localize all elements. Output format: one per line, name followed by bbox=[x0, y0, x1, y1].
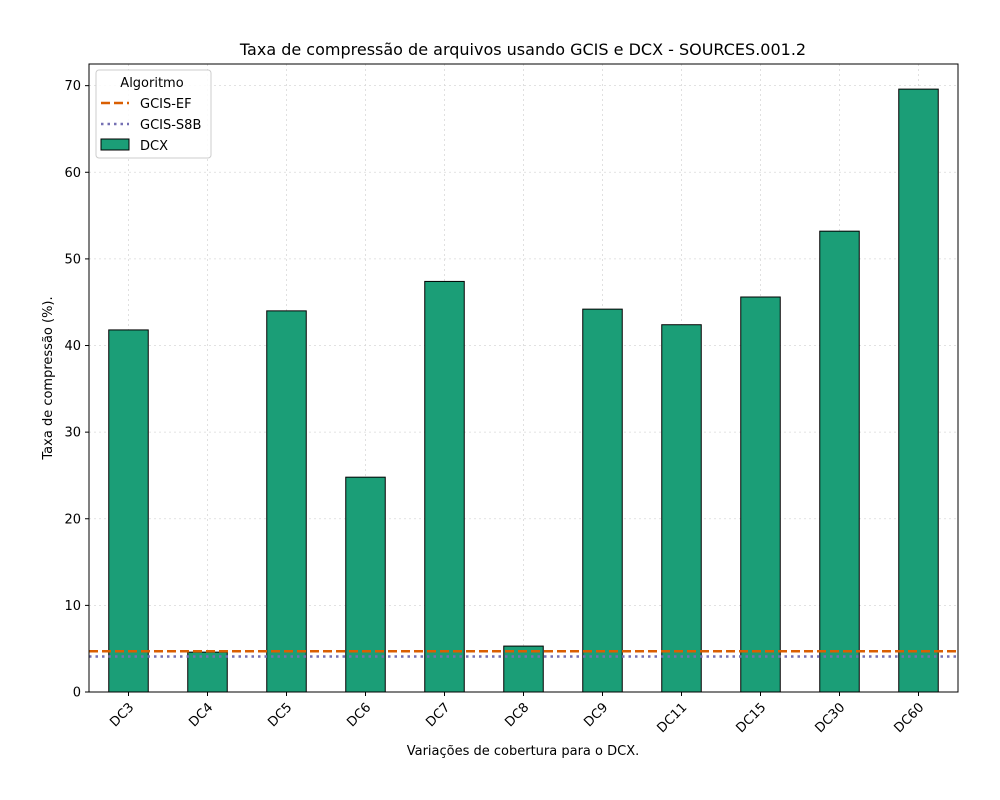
y-axis-label: Taxa de compressão (%). bbox=[41, 296, 56, 460]
y-tick-label: 40 bbox=[64, 339, 81, 354]
x-tick-label-dc4: DC4 bbox=[186, 700, 216, 730]
x-tick-label-dc9: DC9 bbox=[581, 700, 611, 730]
x-tick-label-dc8: DC8 bbox=[502, 700, 532, 730]
legend-title: Algoritmo bbox=[120, 76, 183, 91]
y-axis: 0 10 20 30 40 50 60 70 bbox=[64, 79, 89, 701]
reference-lines-layer bbox=[89, 650, 958, 658]
y-tick-label: 60 bbox=[64, 166, 81, 181]
bar-dc9 bbox=[582, 308, 623, 693]
y-tick-label: 0 bbox=[73, 686, 81, 701]
x-tick-label-dc30: DC30 bbox=[813, 700, 849, 736]
y-tick-label: 70 bbox=[64, 79, 81, 94]
legend: Algoritmo GCIS-EF GCIS-S8B DCX bbox=[95, 69, 212, 159]
y-tick-label: 10 bbox=[64, 599, 81, 614]
x-tick-label-dc3: DC3 bbox=[107, 700, 137, 730]
x-tick-label-dc7: DC7 bbox=[423, 700, 453, 730]
x-tick-label-dc6: DC6 bbox=[344, 700, 374, 730]
bar-dc6 bbox=[345, 476, 386, 693]
bar-dc4 bbox=[187, 651, 228, 693]
bar-dc15 bbox=[740, 296, 781, 693]
legend-label-gcis-ef: GCIS-EF bbox=[140, 97, 192, 112]
bar-dc3 bbox=[108, 329, 149, 693]
x-axis-label: Variações de cobertura para o DCX. bbox=[407, 744, 640, 759]
y-tick-label: 50 bbox=[64, 252, 81, 267]
x-tick-label-dc60: DC60 bbox=[892, 700, 928, 736]
bar-dc30 bbox=[819, 230, 860, 693]
bar-dc8 bbox=[503, 645, 544, 693]
bar-dc60 bbox=[898, 88, 939, 693]
y-tick-label: 20 bbox=[64, 512, 81, 527]
x-axis: DC3 DC4 DC5 DC6 DC7 DC8 DC9 DC11 DC15 DC30 DC60 bbox=[107, 692, 927, 736]
x-tick-label-dc5: DC5 bbox=[265, 700, 295, 730]
x-tick-label-dc15: DC15 bbox=[734, 700, 770, 736]
bar-dc11 bbox=[661, 324, 702, 693]
chart-title: Taxa de compressão de arquivos usando GC… bbox=[239, 40, 806, 59]
y-tick-label: 30 bbox=[64, 426, 81, 441]
bars-layer bbox=[108, 88, 939, 693]
legend-swatch-dcx bbox=[100, 138, 130, 151]
legend-label-dcx: DCX bbox=[140, 139, 168, 154]
x-tick-label-dc11: DC11 bbox=[655, 700, 691, 736]
legend-label-gcis-s8b: GCIS-S8B bbox=[140, 118, 201, 133]
bar-dc7 bbox=[424, 280, 465, 693]
legend-box bbox=[95, 69, 212, 159]
bar-dc5 bbox=[266, 310, 307, 693]
